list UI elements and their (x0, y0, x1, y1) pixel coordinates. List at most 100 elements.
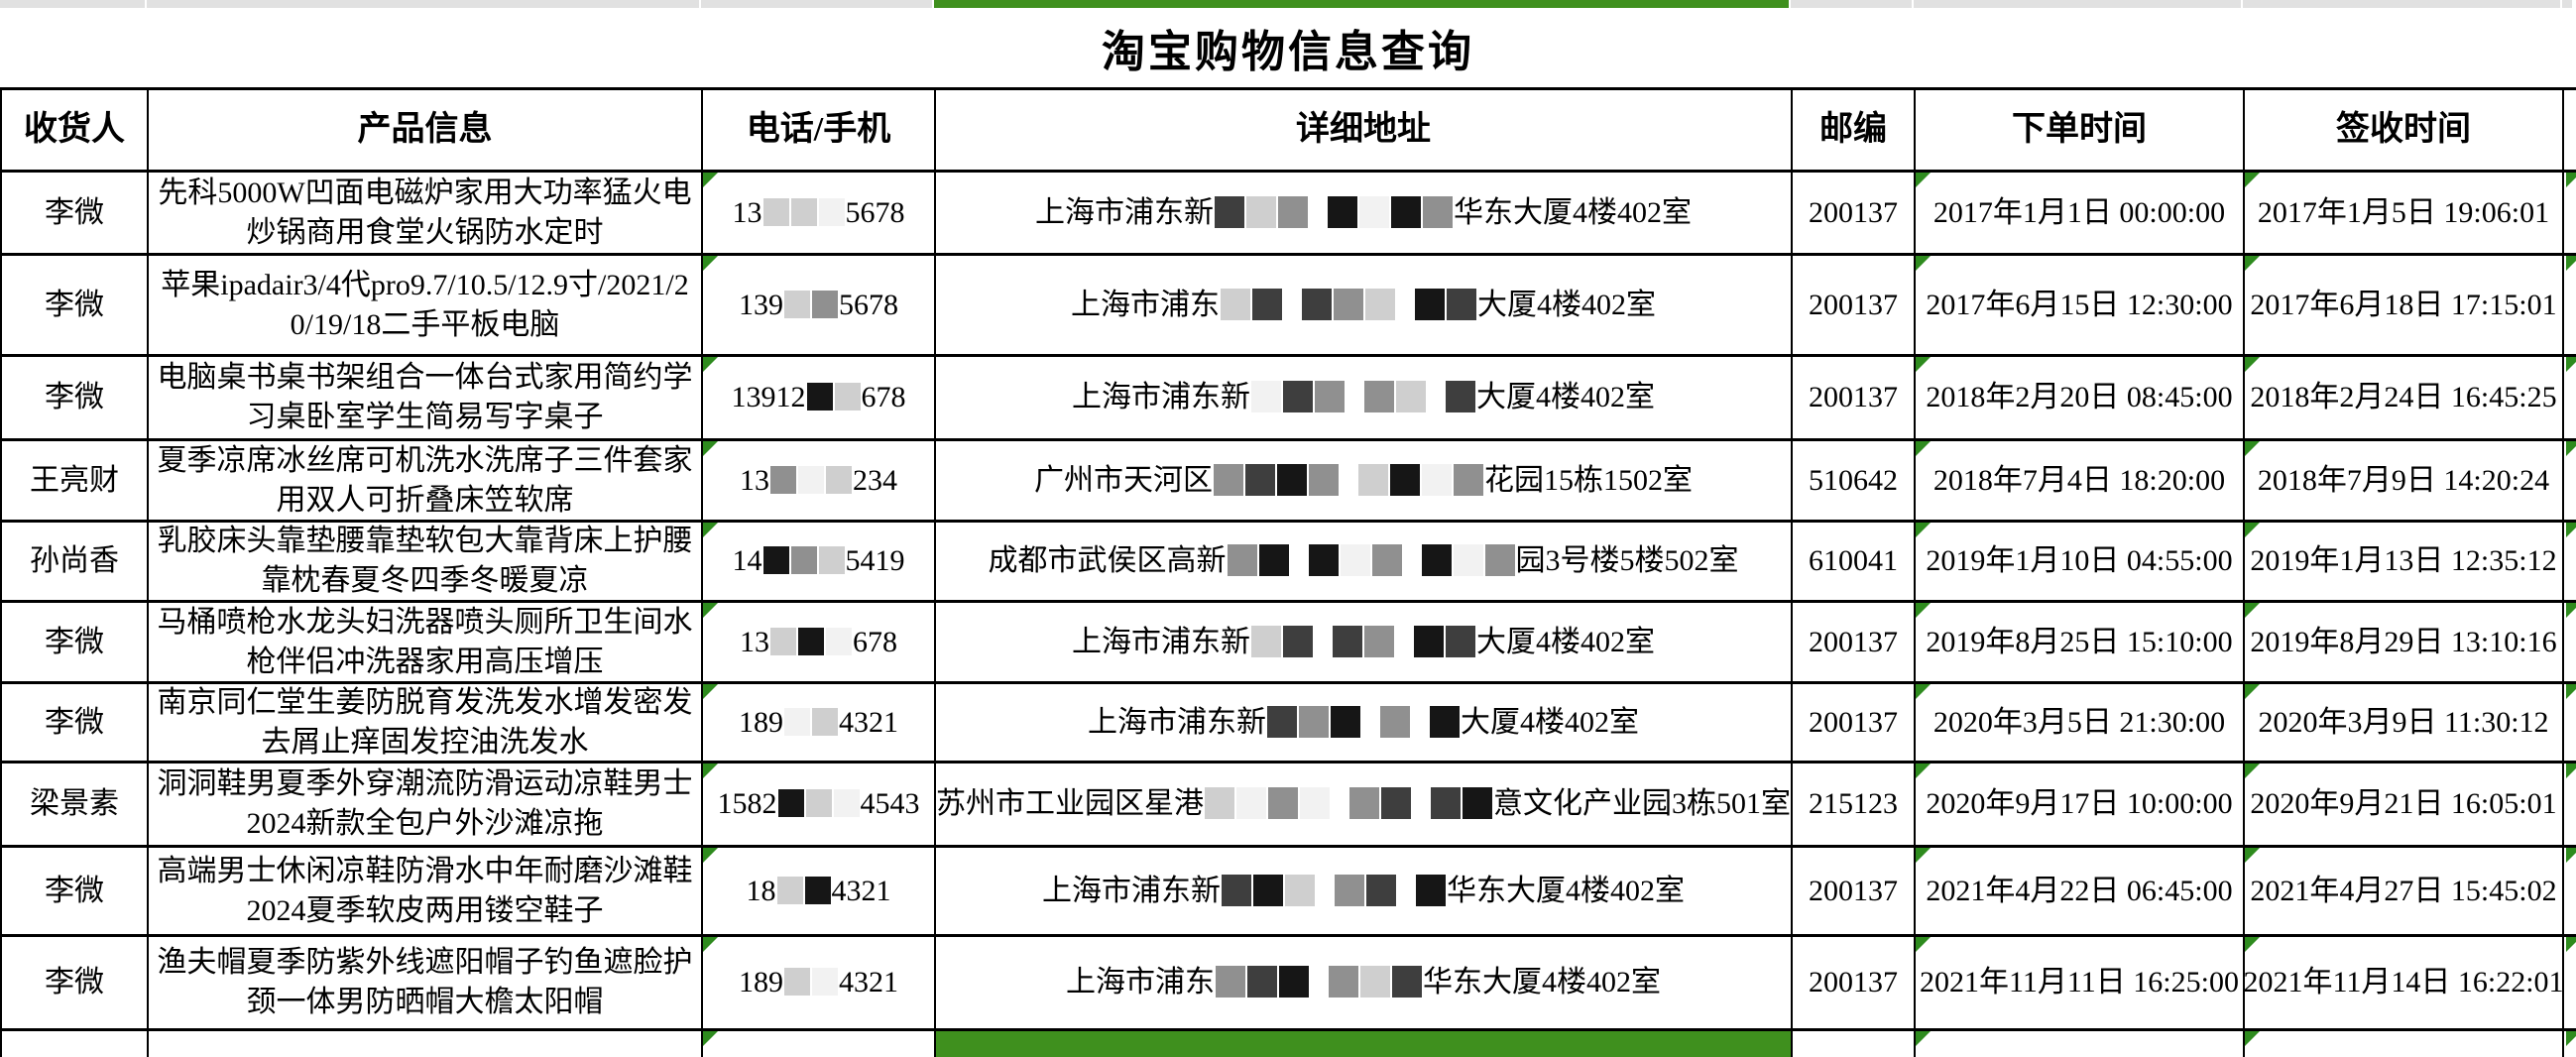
phone-suffix: 4543 (860, 787, 920, 820)
zip-text: 200137 (1809, 195, 1898, 229)
cell-address[interactable]: 广州市天河区 花园15栋1502室 (936, 441, 1793, 520)
header-sign-time[interactable]: 签收时间 (2245, 90, 2564, 170)
cell-edge (2564, 357, 2576, 438)
cell-sign-time[interactable]: 2018年2月24日 16:45:25 (2245, 357, 2564, 438)
cell-product[interactable]: 苹果ipadair3/4代pro9.7/10.5/12.9寸/2021/20/1… (149, 256, 703, 354)
cell-address[interactable]: 上海市浦东 大厦4楼402室 (936, 256, 1793, 354)
cell-recipient[interactable]: 孙尚香 (2, 523, 149, 600)
mosaic-redaction-box (1359, 195, 1389, 228)
cell-phone[interactable]: 13 234 (703, 441, 936, 520)
cell-product[interactable]: 洞洞鞋男夏季外穿潮流防滑运动凉鞋男士2024新款全包户外沙滩凉拖 (149, 763, 703, 845)
cell-phone[interactable]: 13 5678 (703, 173, 936, 253)
cell-phone[interactable]: 13 678 (703, 603, 936, 681)
cell-product[interactable]: 先科5000W凹面电磁炉家用大功率猛火电炒锅商用食堂火锅防水定时 (149, 173, 703, 253)
cell-product[interactable]: 渔夫帽夏季防紫外线遮阳帽子钓鱼遮脸护颈一体男防晒帽大檐太阳帽 (149, 937, 703, 1028)
cell-zip[interactable]: 200137 (1793, 256, 1916, 354)
cell-phone[interactable]: 189 4321 (703, 937, 936, 1028)
redaction-box (833, 789, 860, 817)
cell-recipient[interactable]: 李微 (2, 937, 149, 1028)
cell-order-time[interactable]: 2020年3月5日 21:30:00 (1916, 684, 2245, 761)
phone-number: 13 5678 (733, 193, 905, 233)
cell-sign-time[interactable]: 2017年1月5日 19:06:01 (2245, 173, 2564, 253)
cell-address[interactable]: 上海市浦东新 大厦4楼402室 (936, 357, 1793, 438)
cell-recipient[interactable]: 李微 (2, 357, 149, 438)
cell-product[interactable]: 夏季凉席冰丝席可机洗水洗席子三件套家用双人可折叠床笠软席 (149, 441, 703, 520)
redaction-box (790, 546, 817, 574)
cell-order-time[interactable]: 2020年9月17日 10:00:00 (1916, 763, 2245, 845)
cell-zip[interactable]: 610041 (1793, 523, 1916, 600)
mosaic-redaction-box (1302, 288, 1332, 320)
cell-zip[interactable]: 200137 (1793, 357, 1916, 438)
cell-order-time[interactable]: 2017年1月1日 00:00:00 (1916, 173, 2245, 253)
cell-zip[interactable]: 200137 (1793, 848, 1916, 934)
cell-sign-time[interactable]: 2019年1月13日 12:35:12 (2245, 523, 2564, 600)
cell-product[interactable]: 乳胶床头靠垫腰靠垫软包大靠背床上护腰靠枕春夏冬四季冬暖夏凉 (149, 523, 703, 600)
cell-sign-time[interactable]: 2017年6月18日 17:15:01 (2245, 256, 2564, 354)
address-text: 上海市浦东新 大厦4楼402室 (1072, 378, 1655, 417)
cell-address[interactable]: 上海市浦东新 华东大厦4楼402室 (936, 848, 1793, 934)
cell-address[interactable]: 苏州市工业园区星港 意文化产业园3栋501室 (936, 763, 1793, 845)
cell-phone[interactable]: 189 4321 (703, 684, 936, 761)
mosaic-redaction-box (1279, 966, 1309, 998)
redaction-box (762, 546, 789, 574)
header-phone[interactable]: 电话/手机 (703, 90, 936, 170)
cell-address[interactable]: 上海市浦东新 华东大厦4楼402室 (936, 173, 1793, 253)
cell-sign-time[interactable]: 2018年7月9日 14:20:24 (2245, 441, 2564, 520)
cell-address[interactable]: 成都市武侯区高新 园3号楼5楼502室 (936, 523, 1793, 600)
cell-recipient[interactable]: 李微 (2, 848, 149, 934)
zip-text: 510642 (1809, 463, 1898, 497)
cell-zip[interactable]: 215123 (1793, 763, 1916, 845)
cell-phone[interactable]: 18 4321 (703, 848, 936, 934)
cell-order-time[interactable]: 2019年1月10日 04:55:00 (1916, 523, 2245, 600)
green-triangle-icon (2566, 523, 2576, 537)
cell-order-time[interactable]: 2018年7月4日 18:20:00 (1916, 441, 2245, 520)
cell-sign-time[interactable]: 2021年4月27日 15:45:02 (2245, 848, 2564, 934)
mosaic-redaction-box (1335, 874, 1364, 906)
cell-phone[interactable]: 1582 4543 (703, 763, 936, 845)
cell-address[interactable]: 上海市浦东新 大厦4楼402室 (936, 603, 1793, 681)
cell-order-time[interactable]: 2018年2月20日 08:45:00 (1916, 357, 2245, 438)
cell-sign-time[interactable]: 2019年8月29日 13:10:16 (2245, 603, 2564, 681)
header-address[interactable]: 详细地址 (936, 90, 1793, 170)
cell-recipient[interactable]: 王亮财 (2, 441, 149, 520)
cell-zip[interactable]: 200137 (1793, 173, 1916, 253)
cell-address[interactable]: 上海市浦东新 大厦4楼402室 (936, 684, 1793, 761)
cell-address[interactable]: 上海市浦东 华东大厦4楼402室 (936, 937, 1793, 1028)
cell-zip[interactable]: 200137 (1793, 684, 1916, 761)
cell-recipient[interactable]: 李微 (2, 173, 149, 253)
cell-zip[interactable]: 200137 (1793, 603, 1916, 681)
title-row: 淘宝购物信息查询 (0, 8, 2576, 87)
cell-zip[interactable]: 510642 (1793, 441, 1916, 520)
header-zip[interactable]: 邮编 (1793, 90, 1916, 170)
cell-sign-time[interactable]: 2021年11月14日 16:22:01 (2245, 937, 2564, 1028)
cell-product[interactable]: 高端男士休闲凉鞋防滑水中年耐磨沙滩鞋2024夏季软皮两用镂空鞋子 (149, 848, 703, 934)
phone-suffix: 678 (853, 625, 897, 658)
strip-cell-edge (2562, 0, 2574, 8)
cell-phone[interactable]: 14 5419 (703, 523, 936, 600)
cell-order-time[interactable]: 2021年11月11日 16:25:00 (1916, 937, 2245, 1028)
cell-order-time[interactable]: 2021年4月22日 06:45:00 (1916, 848, 2245, 934)
cell-recipient[interactable]: 李微 (2, 603, 149, 681)
cell-order-time[interactable]: 2017年6月15日 12:30:00 (1916, 256, 2245, 354)
phone-number: 1582 4543 (718, 784, 920, 824)
cell-phone[interactable]: 139 5678 (703, 256, 936, 354)
header-product[interactable]: 产品信息 (149, 90, 703, 170)
cell-phone[interactable]: 13912 678 (703, 357, 936, 438)
cell-product[interactable]: 马桶喷枪水龙头妇洗器喷头厕所卫生间水枪伴侣冲洗器家用高压增压 (149, 603, 703, 681)
green-triangle-icon (2245, 1031, 2260, 1046)
cell-sign-time[interactable]: 2020年9月21日 16:05:01 (2245, 763, 2564, 845)
header-order-time[interactable]: 下单时间 (1916, 90, 2245, 170)
cell-recipient[interactable]: 李微 (2, 684, 149, 761)
mosaic-redaction-box (1328, 195, 1357, 228)
cell-product[interactable]: 南京同仁堂生姜防脱育发洗发水增发密发去屑止痒固发控油洗发水 (149, 684, 703, 761)
table-row: 孙尚香 乳胶床头靠垫腰靠垫软包大靠背床上护腰靠枕春夏冬四季冬暖夏凉 14 5419 成都… (2, 523, 2576, 603)
cell-recipient[interactable]: 梁景素 (2, 763, 149, 845)
redaction-box (834, 383, 861, 411)
cell-product[interactable]: 电脑桌书桌书架组合一体台式家用简约学习桌卧室学生简易写字桌子 (149, 357, 703, 438)
header-recipient[interactable]: 收货人 (2, 90, 149, 170)
cell-recipient[interactable]: 李微 (2, 256, 149, 354)
cell-zip[interactable]: 200137 (1793, 937, 1916, 1028)
mosaic-redaction-box (1390, 463, 1420, 496)
cell-sign-time[interactable]: 2020年3月9日 11:30:12 (2245, 684, 2564, 761)
cell-order-time[interactable]: 2019年8月25日 15:10:00 (1916, 603, 2245, 681)
